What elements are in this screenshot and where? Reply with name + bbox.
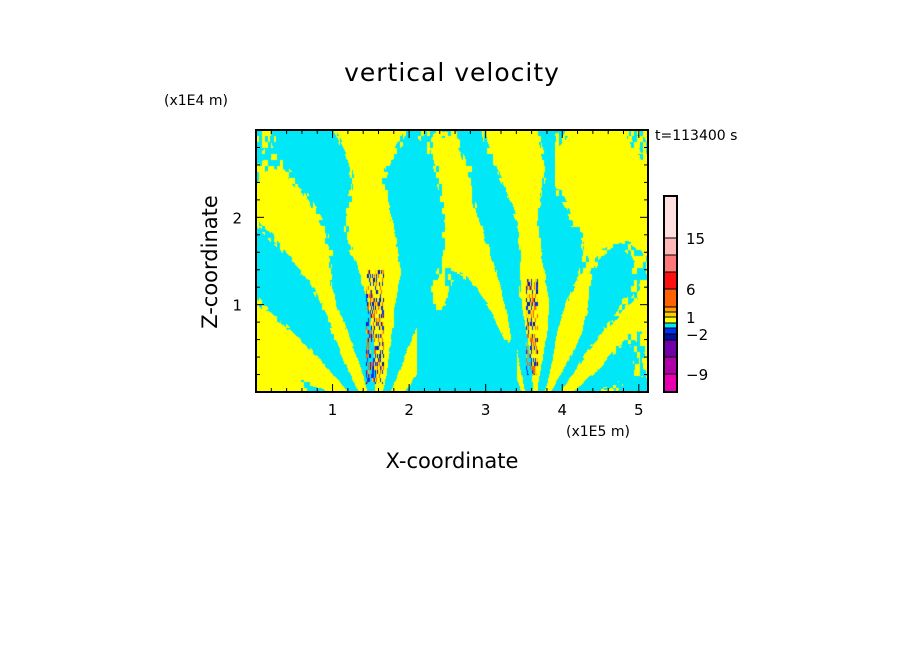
z-tick-label: 1 [232, 297, 242, 315]
colorbar-segment [663, 195, 678, 239]
x-axis-unit: (x1E5 m) [566, 424, 630, 440]
x-axis-label: X-coordinate [385, 449, 519, 473]
plot-frame [255, 129, 649, 393]
x-tick-label: 1 [328, 401, 338, 419]
colorbar-frame [663, 195, 678, 393]
colorbar-segment [663, 271, 678, 290]
colorbar-segment [663, 311, 678, 318]
x-tick-label: 2 [404, 401, 414, 419]
colorbar-segment [663, 339, 678, 358]
x-tick-label: 3 [481, 401, 491, 419]
colorbar-tick-label: −2 [686, 326, 708, 344]
colorbar-segment [663, 237, 678, 256]
colorbar-segment [663, 333, 678, 341]
colorbar-segment [663, 322, 678, 329]
colorbar-segment [663, 288, 678, 308]
velocity-field [256, 130, 648, 392]
x-tick-label: 5 [634, 401, 644, 419]
chart-title: vertical velocity [344, 58, 560, 87]
colorbar-tick-label: 15 [686, 230, 705, 248]
colorbar-tick-label: 1 [686, 309, 696, 327]
colorbar-segment [663, 316, 678, 324]
colorbar-segment [663, 254, 678, 273]
colorbar-segment [663, 327, 678, 335]
z-tick-label: 2 [232, 209, 242, 227]
z-axis-unit: (x1E4 m) [164, 93, 228, 109]
time-label: t=113400 s [655, 128, 738, 144]
colorbar-segment [663, 306, 678, 313]
colorbar-tick-label: 6 [686, 281, 696, 299]
x-tick-label: 4 [557, 401, 567, 419]
colorbar-segment [663, 373, 678, 393]
colorbar-segment [663, 356, 678, 375]
colorbar-tick-label: −9 [686, 366, 708, 384]
